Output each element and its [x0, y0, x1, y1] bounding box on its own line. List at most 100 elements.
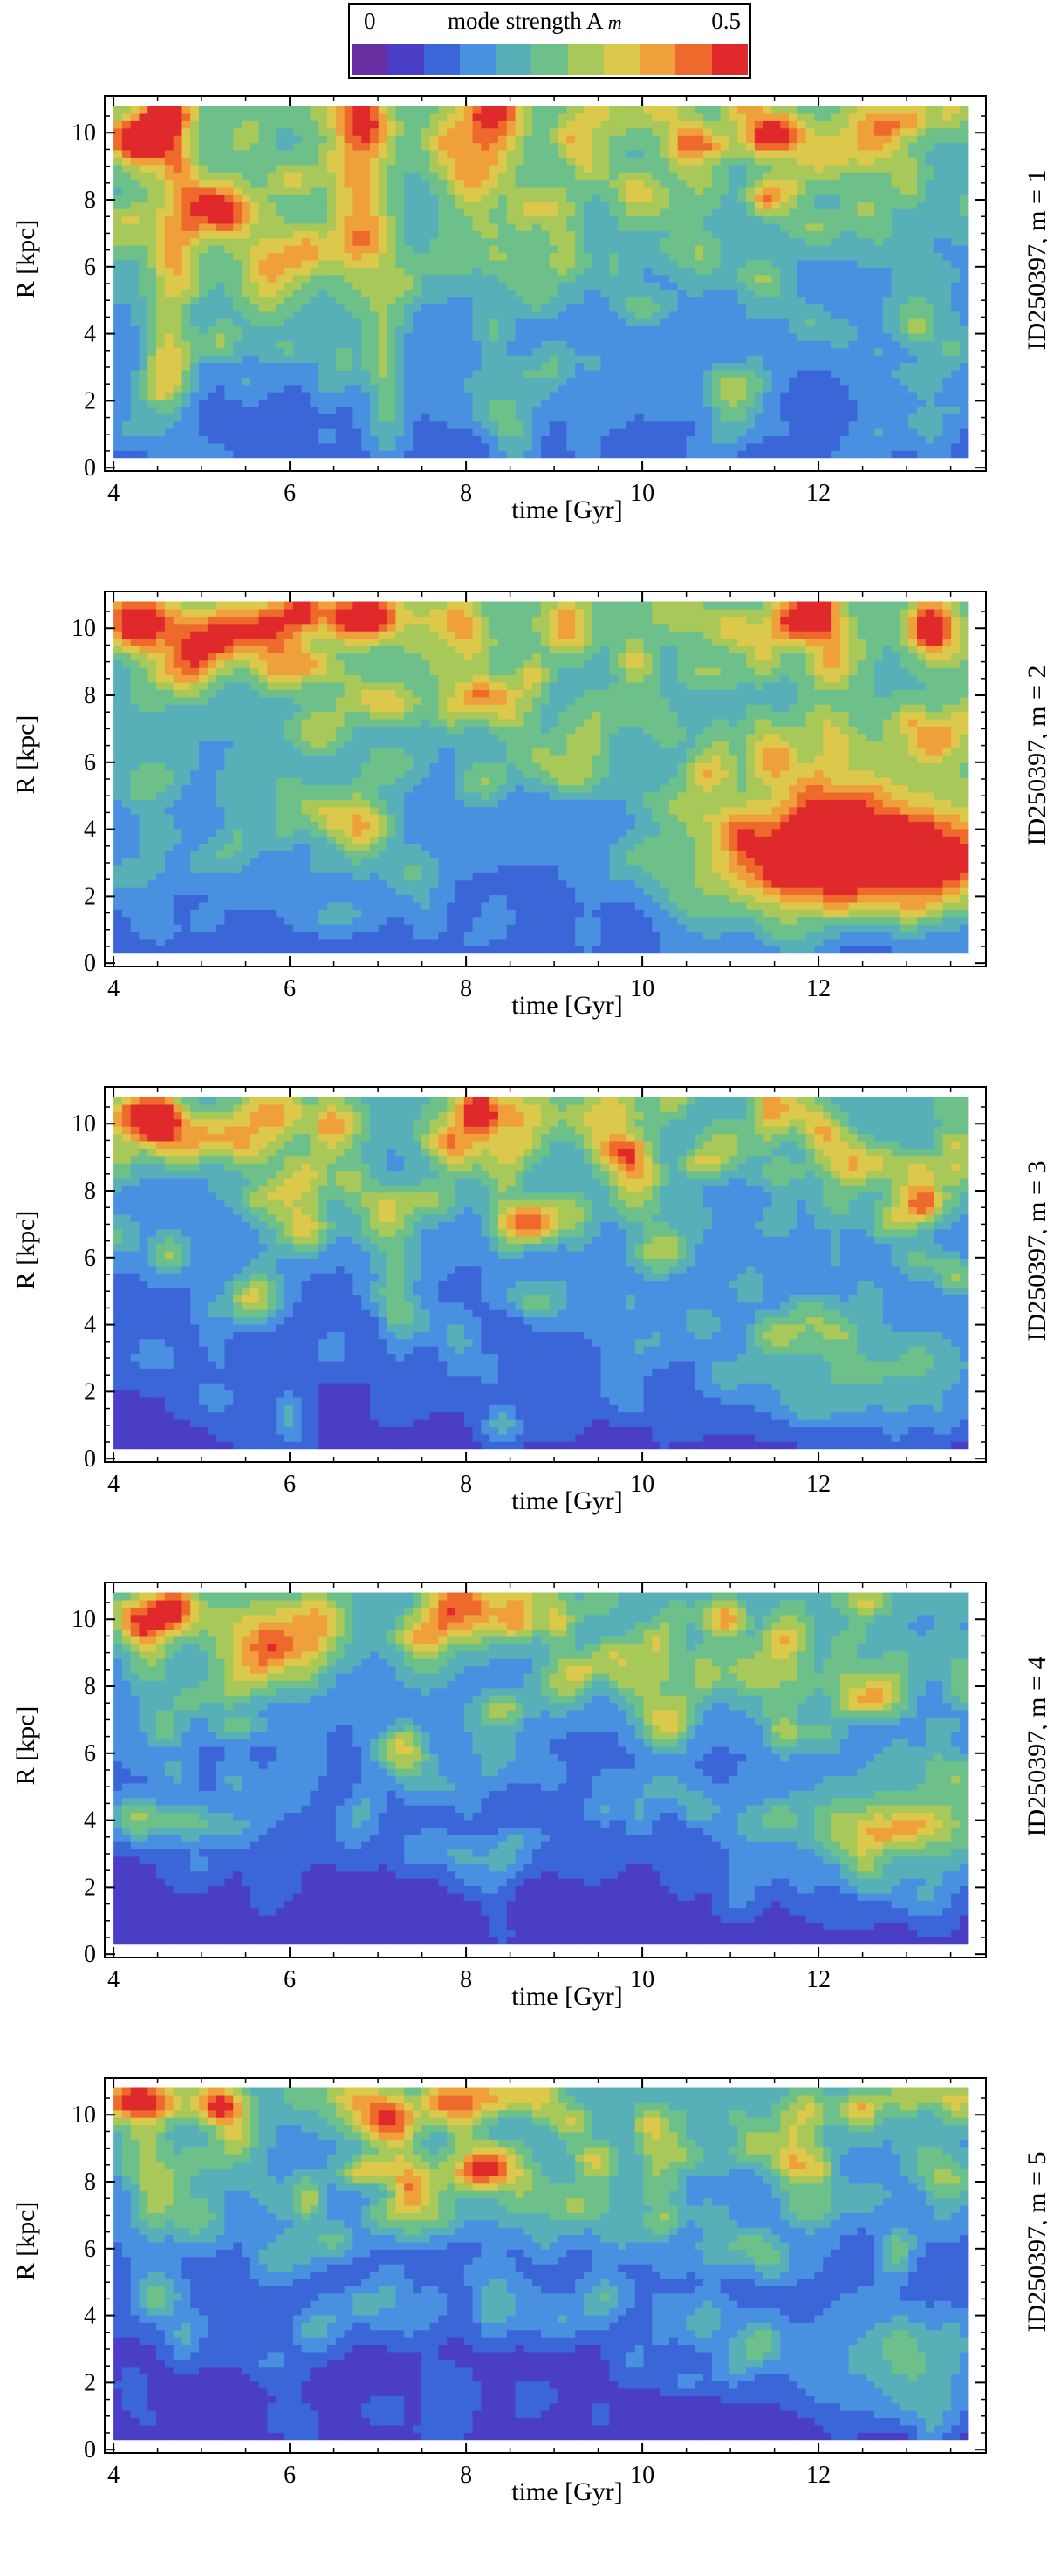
heatmap-cell: [413, 399, 422, 407]
heatmap-cell: [763, 384, 773, 393]
heatmap-cell: [327, 142, 337, 151]
heatmap-cell: [789, 274, 798, 283]
heatmap-cell: [780, 113, 790, 121]
heatmap-cell: [857, 442, 866, 451]
heatmap-cell: [763, 230, 773, 239]
heatmap-cell: [429, 186, 439, 195]
heatmap-cell: [720, 318, 730, 327]
heatmap-cell: [540, 208, 551, 217]
heatmap-cell: [848, 215, 859, 224]
heatmap-cell: [447, 164, 456, 173]
heatmap-cell: [900, 201, 909, 209]
heatmap-cell: [575, 164, 585, 173]
heatmap-cell: [634, 274, 645, 283]
heatmap-cell: [352, 384, 362, 393]
heatmap-cell: [797, 392, 807, 400]
heatmap-cell: [413, 186, 422, 195]
heatmap-cell: [737, 347, 747, 356]
heatmap-cell: [130, 392, 140, 400]
heatmap-cell: [720, 442, 730, 451]
heatmap-cell: [660, 106, 670, 114]
heatmap-cell: [139, 120, 148, 129]
heatmap-cell: [925, 201, 935, 209]
heatmap-cell: [335, 946, 346, 954]
heatmap-cell: [908, 311, 918, 319]
heatmap-cell: [352, 362, 362, 371]
heatmap-cell: [583, 194, 593, 202]
heatmap-cell: [387, 369, 396, 378]
heatmap-cell: [515, 113, 524, 121]
heatmap-cell: [438, 179, 448, 188]
heatmap-cell: [729, 259, 738, 268]
heatmap-cell: [156, 222, 166, 231]
heatmap-cell: [866, 120, 875, 129]
heatmap-cell: [823, 172, 832, 181]
heatmap-cell: [540, 142, 551, 151]
heatmap-cell: [737, 142, 747, 151]
heatmap-cell: [540, 215, 551, 224]
heatmap-cell: [190, 208, 200, 217]
heatmap-cell: [754, 252, 764, 261]
heatmap-cell: [216, 428, 226, 437]
heatmap-cell: [737, 442, 747, 451]
heatmap-cell: [344, 946, 354, 954]
heatmap-cell: [789, 362, 798, 371]
heatmap-cell: [404, 377, 414, 386]
heatmap-cell: [233, 127, 243, 136]
heatmap-cell: [805, 332, 816, 341]
heatmap-cell: [652, 332, 661, 341]
heatmap-cell: [524, 428, 533, 437]
heatmap-cell: [489, 179, 499, 188]
heatmap-cell: [805, 252, 816, 261]
heatmap-cell: [823, 304, 832, 312]
heatmap-cell: [387, 237, 396, 246]
heatmap-cell: [370, 347, 380, 356]
heatmap-cell: [267, 208, 277, 217]
heatmap-cell: [344, 179, 354, 188]
heatmap-cell: [866, 106, 875, 114]
heatmap-cell: [455, 296, 465, 304]
heatmap-cell: [190, 252, 200, 261]
heatmap-cell: [917, 311, 927, 319]
heatmap-cell: [789, 289, 798, 297]
heatmap-cell: [481, 332, 490, 341]
heatmap-cell: [652, 362, 661, 371]
heatmap-cell: [242, 377, 251, 386]
heatmap-cell: [848, 120, 859, 129]
heatmap-cell: [592, 420, 602, 429]
heatmap-cell: [173, 164, 183, 173]
heatmap-cell: [447, 201, 456, 209]
heatmap-cell: [737, 127, 747, 136]
heatmap-cell: [626, 296, 636, 304]
heatmap-cell: [720, 282, 730, 290]
heatmap-cell: [763, 149, 773, 158]
heatmap-cell: [190, 127, 200, 136]
heatmap-cell: [258, 428, 269, 437]
heatmap-cell: [711, 245, 722, 254]
heatmap-cell: [797, 164, 807, 173]
heatmap-cell: [506, 392, 517, 400]
heatmap-cell: [634, 325, 645, 334]
heatmap-cell: [139, 369, 148, 378]
heatmap-cell: [780, 406, 790, 414]
heatmap-cell: [276, 149, 285, 158]
heatmap-cell: [276, 201, 285, 209]
heatmap-cell: [866, 428, 875, 437]
heatmap-cell: [823, 120, 832, 129]
y-axis-label: R [kpc]: [11, 189, 41, 329]
heatmap-cell: [960, 142, 969, 151]
heatmap-cell: [463, 392, 474, 400]
heatmap-cell: [310, 347, 319, 356]
heatmap-cell: [891, 340, 901, 349]
heatmap-cell: [139, 420, 148, 429]
heatmap-cell: [695, 347, 704, 356]
heatmap-cell: [575, 186, 585, 195]
heatmap-cell: [532, 230, 542, 239]
heatmap-cell: [242, 142, 251, 151]
y-tick-label: 0: [84, 454, 96, 482]
heatmap-cell: [720, 157, 730, 166]
heatmap-cell: [233, 318, 243, 327]
heatmap-cell: [327, 157, 337, 166]
heatmap-cell: [823, 282, 832, 290]
heatmap-cell: [276, 113, 285, 121]
